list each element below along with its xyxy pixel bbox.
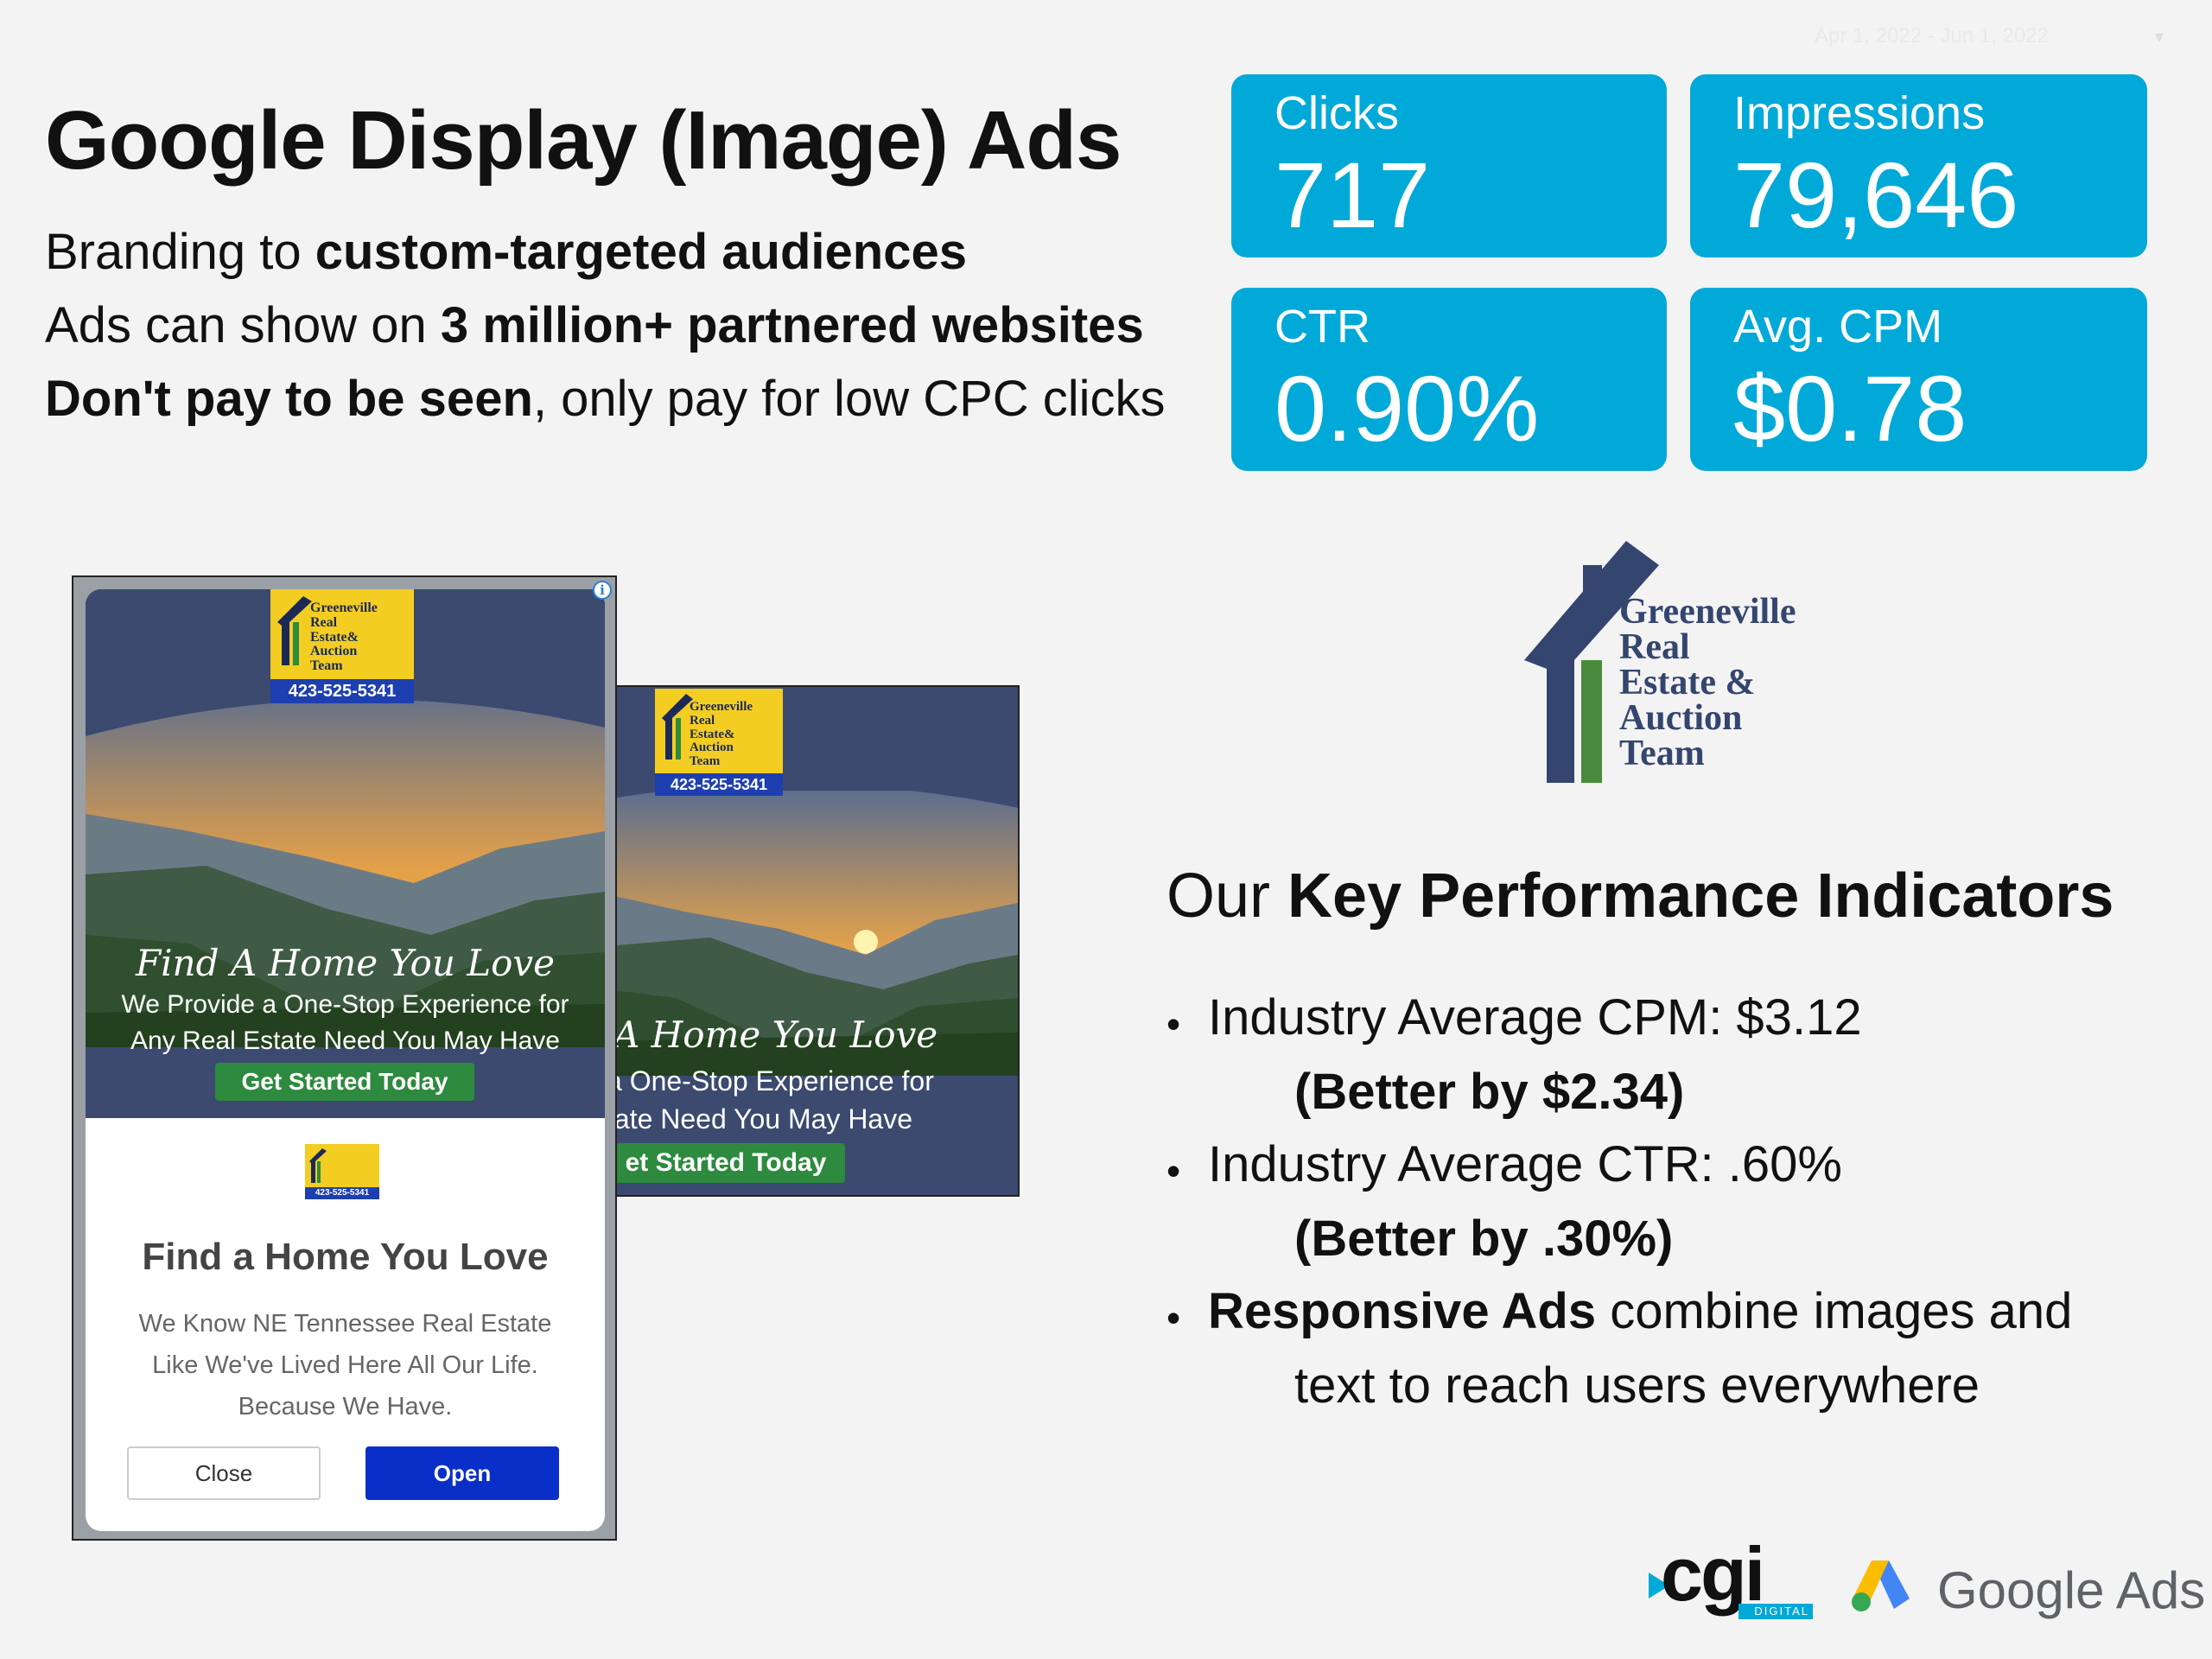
mini-logo-line: Auction — [310, 644, 358, 659]
ad-line-2: Any Real Estate Need You May Have — [130, 1027, 560, 1055]
subtitle-3-bold: Don't pay to be seen — [45, 371, 533, 427]
kpi-heading: Our Key Performance Indicators — [1166, 861, 2113, 931]
page-title: Google Display (Image) Ads — [45, 94, 1122, 187]
subtitle-2-text: Ads can show on — [45, 297, 441, 353]
ad-card-title: Find a Home You Love — [142, 1236, 549, 1278]
ad-line-2: tate Need You May Have — [607, 1103, 913, 1135]
logo-line: Team — [1619, 734, 1705, 773]
impressions-label: Impressions — [1733, 87, 1986, 139]
mountain-sunset-image — [607, 791, 1018, 1076]
subtitle-line-1: Branding to custom-targeted audiences — [45, 223, 967, 281]
chevron-down-icon[interactable]: ▾ — [2155, 28, 2164, 47]
house-icon — [662, 694, 693, 760]
ad-card-text-3: Because We Have. — [238, 1393, 453, 1421]
get-started-button[interactable]: Get Started Today — [215, 1063, 474, 1101]
open-button[interactable]: Open — [365, 1446, 559, 1500]
kpi-item-responsive-cont: text to reach users everywhere — [1294, 1357, 1980, 1414]
avg-cpm-card: Avg. CPM $0.78 — [1690, 288, 2147, 471]
mini-logo-line: Real — [690, 713, 715, 728]
logo-line: Greeneville — [1619, 592, 1796, 632]
mini-logo-line: Team — [690, 754, 721, 768]
google-ads-icon — [1852, 1560, 1910, 1611]
clicks-label: Clicks — [1274, 87, 1399, 139]
bullet: • — [1166, 1295, 1181, 1340]
cgi-digital-logo: cgi DIGITAL — [1649, 1536, 1813, 1619]
ctr-value: 0.90% — [1274, 356, 1540, 461]
cgi-digital-label: DIGITAL — [1738, 1604, 1813, 1619]
impressions-card: Impressions 79,646 — [1690, 74, 2147, 257]
mini-logo-line: Real — [310, 614, 338, 630]
kpi-item-ctr: Industry Average CTR: .60% — [1208, 1136, 1842, 1192]
subtitle-2-bold: 3 million+ partnered websites — [440, 297, 1144, 353]
tall-interstitial-ad[interactable]: Greeneville Real Estate& Auction Team 42… — [72, 575, 617, 1541]
ad-info-icon[interactable]: i — [593, 581, 612, 600]
clicks-card: Clicks 717 — [1231, 74, 1667, 257]
ad-script-headline: Find A Home You Love — [135, 942, 555, 984]
ctr-label: CTR — [1274, 301, 1370, 353]
mini-logo-line: Greeneville — [690, 700, 753, 714]
kpi-heading-prefix: Our — [1166, 861, 1288, 931]
mini-logo-line: Estate& — [310, 629, 359, 645]
wide-banner-ad[interactable]: Greeneville Real Estate& Auction Team 42… — [605, 685, 1020, 1197]
cgi-wordmark: cgi — [1661, 1531, 1765, 1617]
play-icon — [1649, 1573, 1669, 1599]
logo-line: Estate & — [1619, 663, 1756, 702]
subtitle-1-text: Branding to — [45, 224, 315, 280]
mini-logo-line: Estate& — [690, 727, 735, 741]
ad-card-text-2: Like We've Lived Here All Our Life. — [152, 1351, 538, 1379]
kpi-item-responsive-text: combine images and — [1596, 1283, 2073, 1339]
ad-line-1: We Provide a One-Stop Experience for — [121, 990, 569, 1019]
subtitle-1-bold: custom-targeted audiences — [315, 224, 967, 280]
kpi-item-cpm: Industry Average CPM: $3.12 — [1208, 989, 1862, 1046]
ctr-card: CTR 0.90% — [1231, 288, 1667, 471]
logo-line: Real — [1619, 627, 1690, 667]
house-icon — [309, 1148, 327, 1183]
logo-line: Auction — [1619, 698, 1743, 738]
mini-logo-line: Greeneville — [310, 601, 378, 615]
mini-logo-line: Team — [310, 658, 343, 674]
kpi-item-responsive-bold: Responsive Ads — [1208, 1283, 1597, 1339]
mountain-sunset-image — [86, 684, 605, 1047]
ad-card-text-1: We Know NE Tennessee Real Estate — [138, 1310, 552, 1338]
subtitle-line-3: Don't pay to be seen, only pay for low C… — [45, 370, 1166, 428]
mini-logo-phone: 423-525-5341 — [270, 679, 414, 703]
mini-logo-phone: 423-525-5341 — [305, 1187, 379, 1199]
house-icon — [1524, 541, 1659, 783]
subtitle-line-2: Ads can show on 3 million+ partnered web… — [45, 296, 1144, 354]
ad-info-panel: 423-525-5341 Find a Home You Love We Kno… — [86, 1118, 605, 1531]
mini-logo: Greeneville Real Estate& Auction Team 42… — [655, 689, 783, 796]
close-button[interactable]: Close — [127, 1446, 321, 1500]
bullet: • — [1166, 1001, 1181, 1046]
greeneville-logo: Greeneville Real Estate & Auction Team — [1522, 539, 1851, 790]
house-icon — [277, 596, 312, 665]
date-range-selector[interactable]: Apr 1, 2022 - Jun 1, 2022 — [1815, 24, 2049, 48]
ad-line-1: a One-Stop Experience for — [607, 1065, 934, 1096]
kpi-item-ctr-sub: (Better by .30%) — [1294, 1211, 1674, 1267]
kpi-heading-bold: Key Performance Indicators — [1287, 861, 2114, 931]
logo-wordmark: Greeneville Real Estate & Auction Team — [1619, 594, 1796, 772]
kpi-item-responsive: Responsive Ads combine images and — [1208, 1282, 2072, 1340]
clicks-value: 717 — [1274, 143, 1431, 247]
mini-logo-phone: 423-525-5341 — [655, 773, 783, 796]
avg-cpm-value: $0.78 — [1733, 356, 1967, 461]
subtitle-3-text: , only pay for low CPC clicks — [532, 371, 1166, 427]
ad-card: Greeneville Real Estate& Auction Team 42… — [86, 589, 605, 1531]
impressions-value: 79,646 — [1733, 143, 2019, 247]
get-started-button[interactable]: et Started Today — [607, 1143, 845, 1183]
google-ads-wordmark: Google Ads — [1937, 1561, 2206, 1619]
avg-cpm-label: Avg. CPM — [1733, 301, 1943, 353]
kpi-item-cpm-sub: (Better by $2.34) — [1294, 1064, 1685, 1120]
mini-logo: Greeneville Real Estate& Auction Team 42… — [270, 589, 414, 703]
bullet: • — [1166, 1148, 1181, 1193]
mini-logo-line: Auction — [690, 741, 734, 755]
ad-script-headline: A Home You Love — [613, 1014, 938, 1056]
mini-logo: 423-525-5341 — [305, 1144, 379, 1199]
